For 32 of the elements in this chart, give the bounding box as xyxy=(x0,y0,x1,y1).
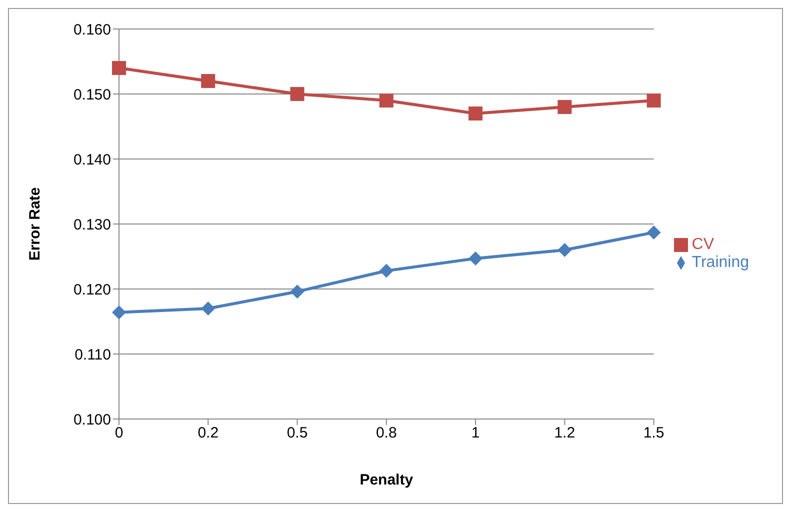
legend-label: CV xyxy=(692,236,714,253)
point xyxy=(379,264,394,278)
point xyxy=(558,243,572,257)
x-tick-label: 0 xyxy=(114,424,124,442)
point xyxy=(646,225,661,240)
y-tick-label: 0.150 xyxy=(73,86,111,104)
y-tick-label: 0.100 xyxy=(73,411,111,428)
x-tick-label: 0.5 xyxy=(286,424,308,442)
y-tick-label: 0.110 xyxy=(74,346,111,364)
x-axis-title: Penalty xyxy=(360,472,414,489)
x-tick-label: 0.8 xyxy=(376,424,397,442)
x-tick-label: 1.5 xyxy=(643,424,664,442)
point xyxy=(112,61,126,75)
point xyxy=(379,94,394,108)
point xyxy=(468,106,483,120)
x-tick-label: 1 xyxy=(471,424,480,442)
point xyxy=(112,305,126,320)
point xyxy=(201,74,216,88)
y-tick-label: 0.130 xyxy=(73,216,111,234)
x-tick-label: 1.2 xyxy=(554,424,576,442)
y-tick-label: 0.140 xyxy=(73,151,111,168)
point xyxy=(290,87,304,101)
point xyxy=(646,94,661,108)
x-tick-label: 0.2 xyxy=(198,424,219,442)
y-tick-label: 0.120 xyxy=(73,281,111,298)
point xyxy=(201,302,216,316)
point xyxy=(558,100,572,114)
legend-label: Training xyxy=(692,254,749,271)
point xyxy=(468,251,483,266)
y-tick-label: 0.160 xyxy=(73,21,111,38)
point xyxy=(290,284,304,299)
y-axis-title: Error Rate xyxy=(26,187,44,261)
